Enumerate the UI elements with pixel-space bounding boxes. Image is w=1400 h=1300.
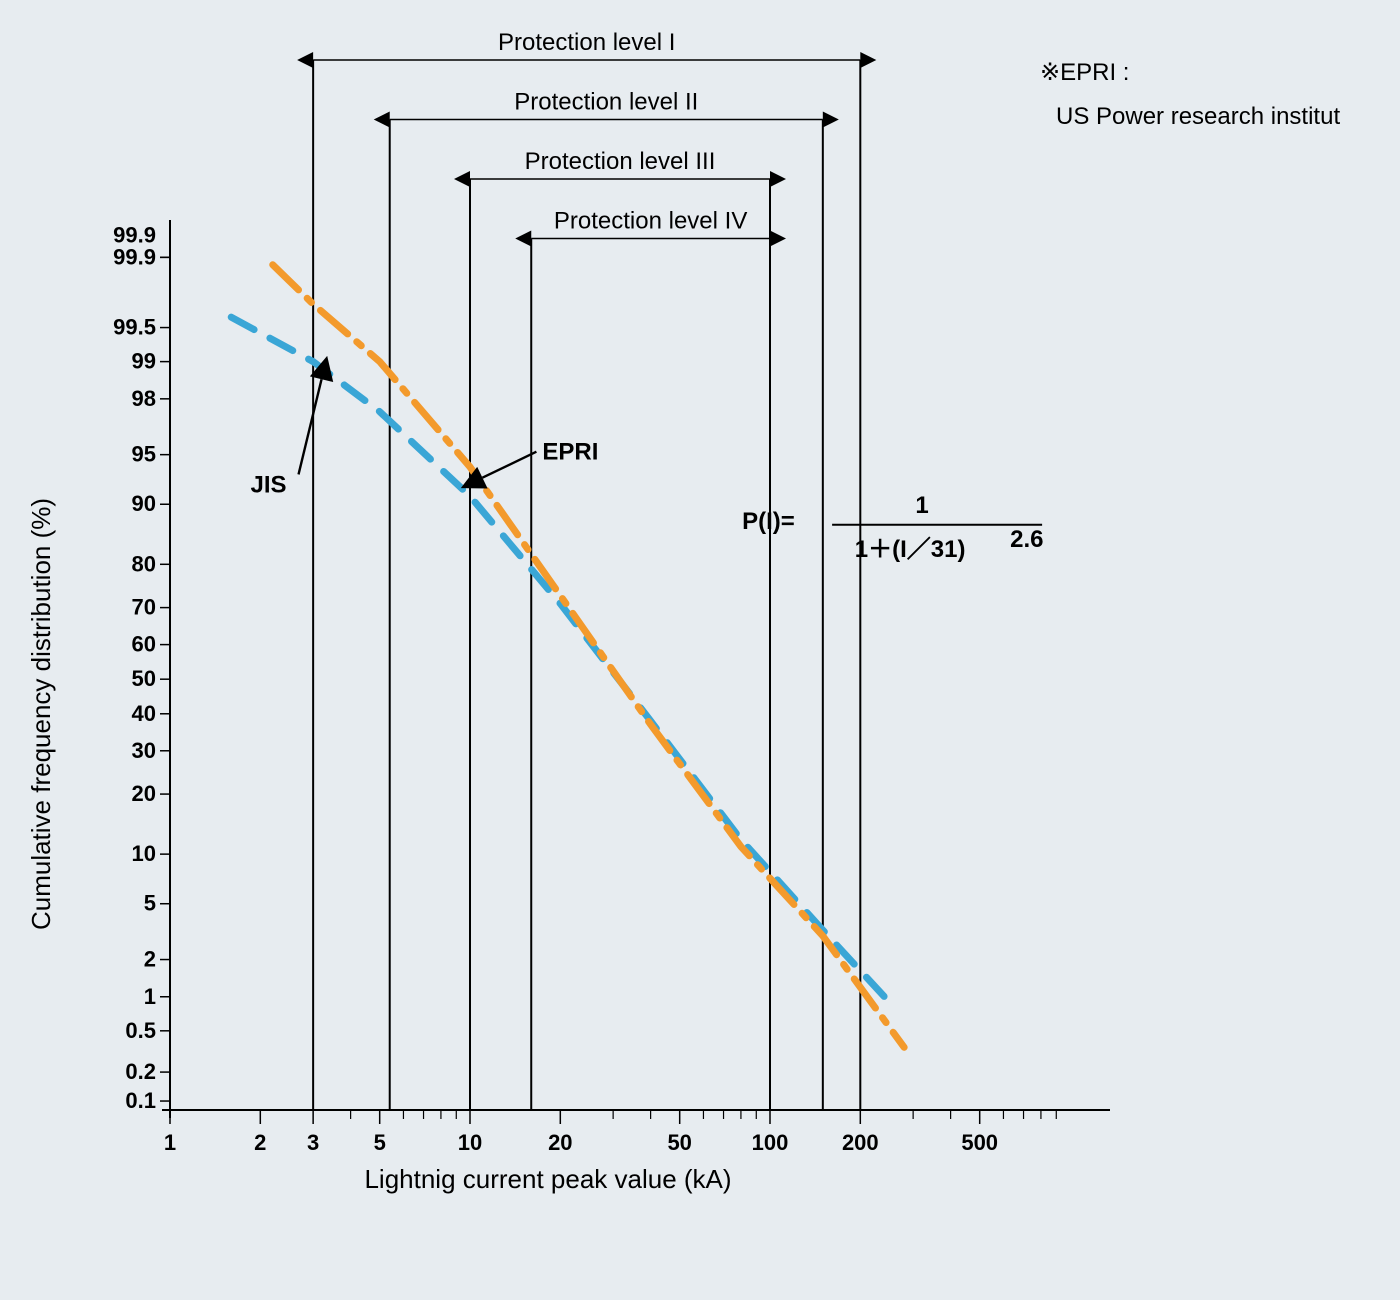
x-tick-label: 5 [374,1130,386,1155]
jis-label: JIS [251,471,287,498]
y-tick-label: 70 [132,595,156,620]
x-tick-label: 200 [842,1130,879,1155]
x-tick-label: 2 [254,1130,266,1155]
x-tick-label: 100 [752,1130,789,1155]
y-tick-label: 99 [132,349,156,374]
y-tick-label: 95 [132,442,156,467]
x-tick-label: 50 [667,1130,691,1155]
y-tick-label: 5 [144,891,156,916]
y-tick-label: 60 [132,632,156,657]
protection-label: Protection level III [525,148,716,175]
y-tick-label: 20 [132,781,156,806]
y-axis-title: Cumulative frequency distribution (%) [26,498,56,930]
protection-label: Protection level IV [554,208,747,235]
y-tick-label: 0.5 [125,1018,156,1043]
y-tick-label: 99.9 [113,244,156,269]
x-tick-label: 1 [164,1130,176,1155]
x-tick-label: 10 [458,1130,482,1155]
formula-num: 1 [915,492,928,519]
epri-label: EPRI [542,439,598,466]
note-sub: US Power research institut [1056,103,1340,130]
formula-exp: 2.6 [1010,526,1043,553]
y-tick-label: 99.9 [113,222,156,247]
x-tick-label: 3 [307,1130,319,1155]
chart-svg: 0.1 0.2 0.5 1 2 5 10 20 30 40 50 60 70 80 90 95 98 99 99.5… [0,0,1400,1300]
y-tick-label: 40 [132,701,156,726]
y-tick-label: 2 [144,947,156,972]
y-tick-label: 1 [144,984,156,1009]
protection-label: Protection level I [498,29,675,56]
y-tick-label: 0.2 [125,1059,156,1084]
y-tick-label: 30 [132,738,156,763]
y-tick-label: 80 [132,551,156,576]
x-tick-label: 500 [961,1130,998,1155]
note-star: ※EPRI : [1040,59,1129,86]
x-axis-title: Lightnig current peak value (kA) [364,1164,731,1194]
y-tick-label: 90 [132,491,156,516]
formula-lhs: P(I)= [742,508,795,535]
y-tick-label: 50 [132,666,156,691]
y-tick-label: 0.1 [125,1088,156,1113]
y-tick-label: 98 [132,386,156,411]
y-tick-label: 10 [132,841,156,866]
x-tick-label: 20 [548,1130,572,1155]
formula-den: 1＋(I／31) [855,536,966,563]
chart-container: 0.1 0.2 0.5 1 2 5 10 20 30 40 50 60 70 80 90 95 98 99 99.5… [0,0,1400,1300]
y-tick-label: 99.5 [113,315,156,340]
protection-label: Protection level II [514,89,698,116]
